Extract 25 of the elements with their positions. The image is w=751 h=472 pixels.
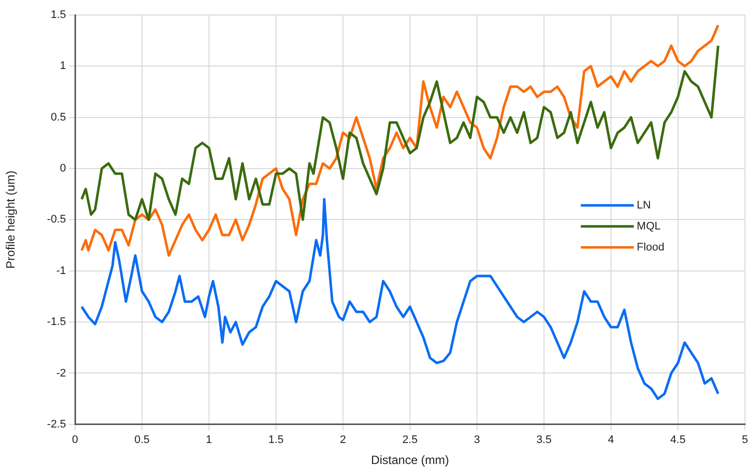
x-tick-label: 1.5 — [268, 434, 284, 446]
x-tick-label: 1 — [206, 434, 212, 446]
x-tick-label: 2.5 — [402, 434, 418, 446]
y-tick-label: -2 — [56, 367, 66, 380]
y-tick-label: -1 — [56, 264, 66, 277]
y-tick-label: 0 — [60, 162, 66, 175]
x-axis-title: Distance (mm) — [370, 453, 449, 468]
x-tick-label: 3.5 — [536, 434, 552, 446]
y-tick-label: -2.5 — [47, 418, 66, 430]
x-tick-label: 3 — [474, 434, 480, 446]
legend-label: LN — [636, 199, 651, 212]
legend-label: MQL — [636, 220, 661, 232]
y-tick-label: 1 — [60, 60, 66, 72]
y-axis-title: Profile height (um) — [4, 170, 18, 269]
y-tick-label: -1.5 — [47, 316, 66, 328]
x-tick-label: 4 — [608, 434, 614, 446]
y-tick-label: -0.5 — [47, 214, 66, 226]
y-tick-label: 1.5 — [50, 9, 66, 22]
x-tick-label: 0 — [72, 434, 78, 446]
x-tick-label: 4.5 — [670, 434, 686, 446]
x-tick-label: 5 — [742, 434, 748, 446]
x-tick-label: 0.5 — [134, 434, 150, 446]
legend-label: Flood — [636, 241, 664, 254]
x-tick-label: 2 — [340, 434, 346, 446]
y-tick-label: 0.5 — [50, 111, 66, 124]
